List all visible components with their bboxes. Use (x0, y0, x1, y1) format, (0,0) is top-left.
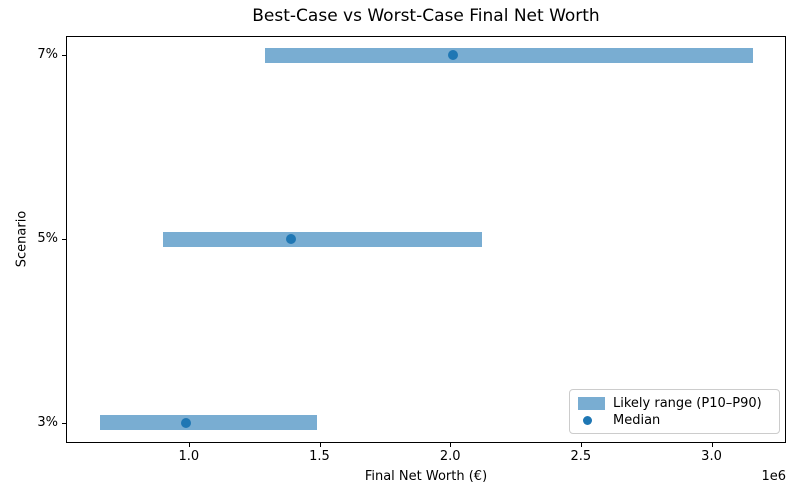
y-tick-mark-3% (62, 422, 66, 424)
median-dot-7% (447, 50, 458, 60)
y-axis-label: Scenario (14, 210, 30, 268)
chart-title: Best-Case vs Worst-Case Final Net Worth (252, 6, 600, 26)
x-tick-mark-2.0 (450, 443, 452, 447)
x-tick-label-2.5: 2.5 (570, 449, 592, 464)
legend-item-range: Likely range (P10–P90) (578, 395, 771, 412)
x-tick-mark-1.5 (319, 443, 321, 447)
x-tick-mark-3.0 (711, 443, 713, 447)
legend-marker-col (578, 416, 606, 425)
range-bar-3% (99, 415, 317, 430)
y-tick-label-7%: 7% (37, 47, 58, 62)
x-axis-offset-label: 1e6 (761, 469, 786, 484)
x-tick-mark-1.0 (188, 443, 190, 447)
range-bar-5% (162, 231, 482, 247)
x-axis-label: Final Net Worth (€) (364, 469, 488, 484)
x-tick-label-3.0: 3.0 (701, 449, 722, 464)
y-tick-mark-7% (62, 55, 66, 56)
x-tick-mark-2.5 (580, 443, 582, 447)
y-tick-mark-5% (62, 239, 66, 240)
median-dot-icon (583, 416, 592, 425)
median-dot-5% (285, 234, 296, 244)
range-bar-7% (264, 47, 754, 63)
legend-label-median: Median (613, 413, 661, 428)
x-tick-label-2.0: 2.0 (439, 449, 461, 464)
range-bar-swatch-icon (578, 397, 605, 410)
y-tick-label-3%: 3% (37, 414, 58, 430)
y-tick-label-5%: 5% (37, 231, 58, 246)
legend-marker-col (578, 397, 606, 410)
x-tick-label-1.0: 1.0 (178, 449, 200, 464)
legend-label-range: Likely range (P10–P90) (613, 396, 762, 411)
legend: Likely range (P10–P90) Median (569, 389, 780, 434)
median-dot-3% (181, 417, 192, 428)
x-tick-label-1.5: 1.5 (309, 449, 330, 464)
legend-item-median: Median (578, 412, 771, 429)
